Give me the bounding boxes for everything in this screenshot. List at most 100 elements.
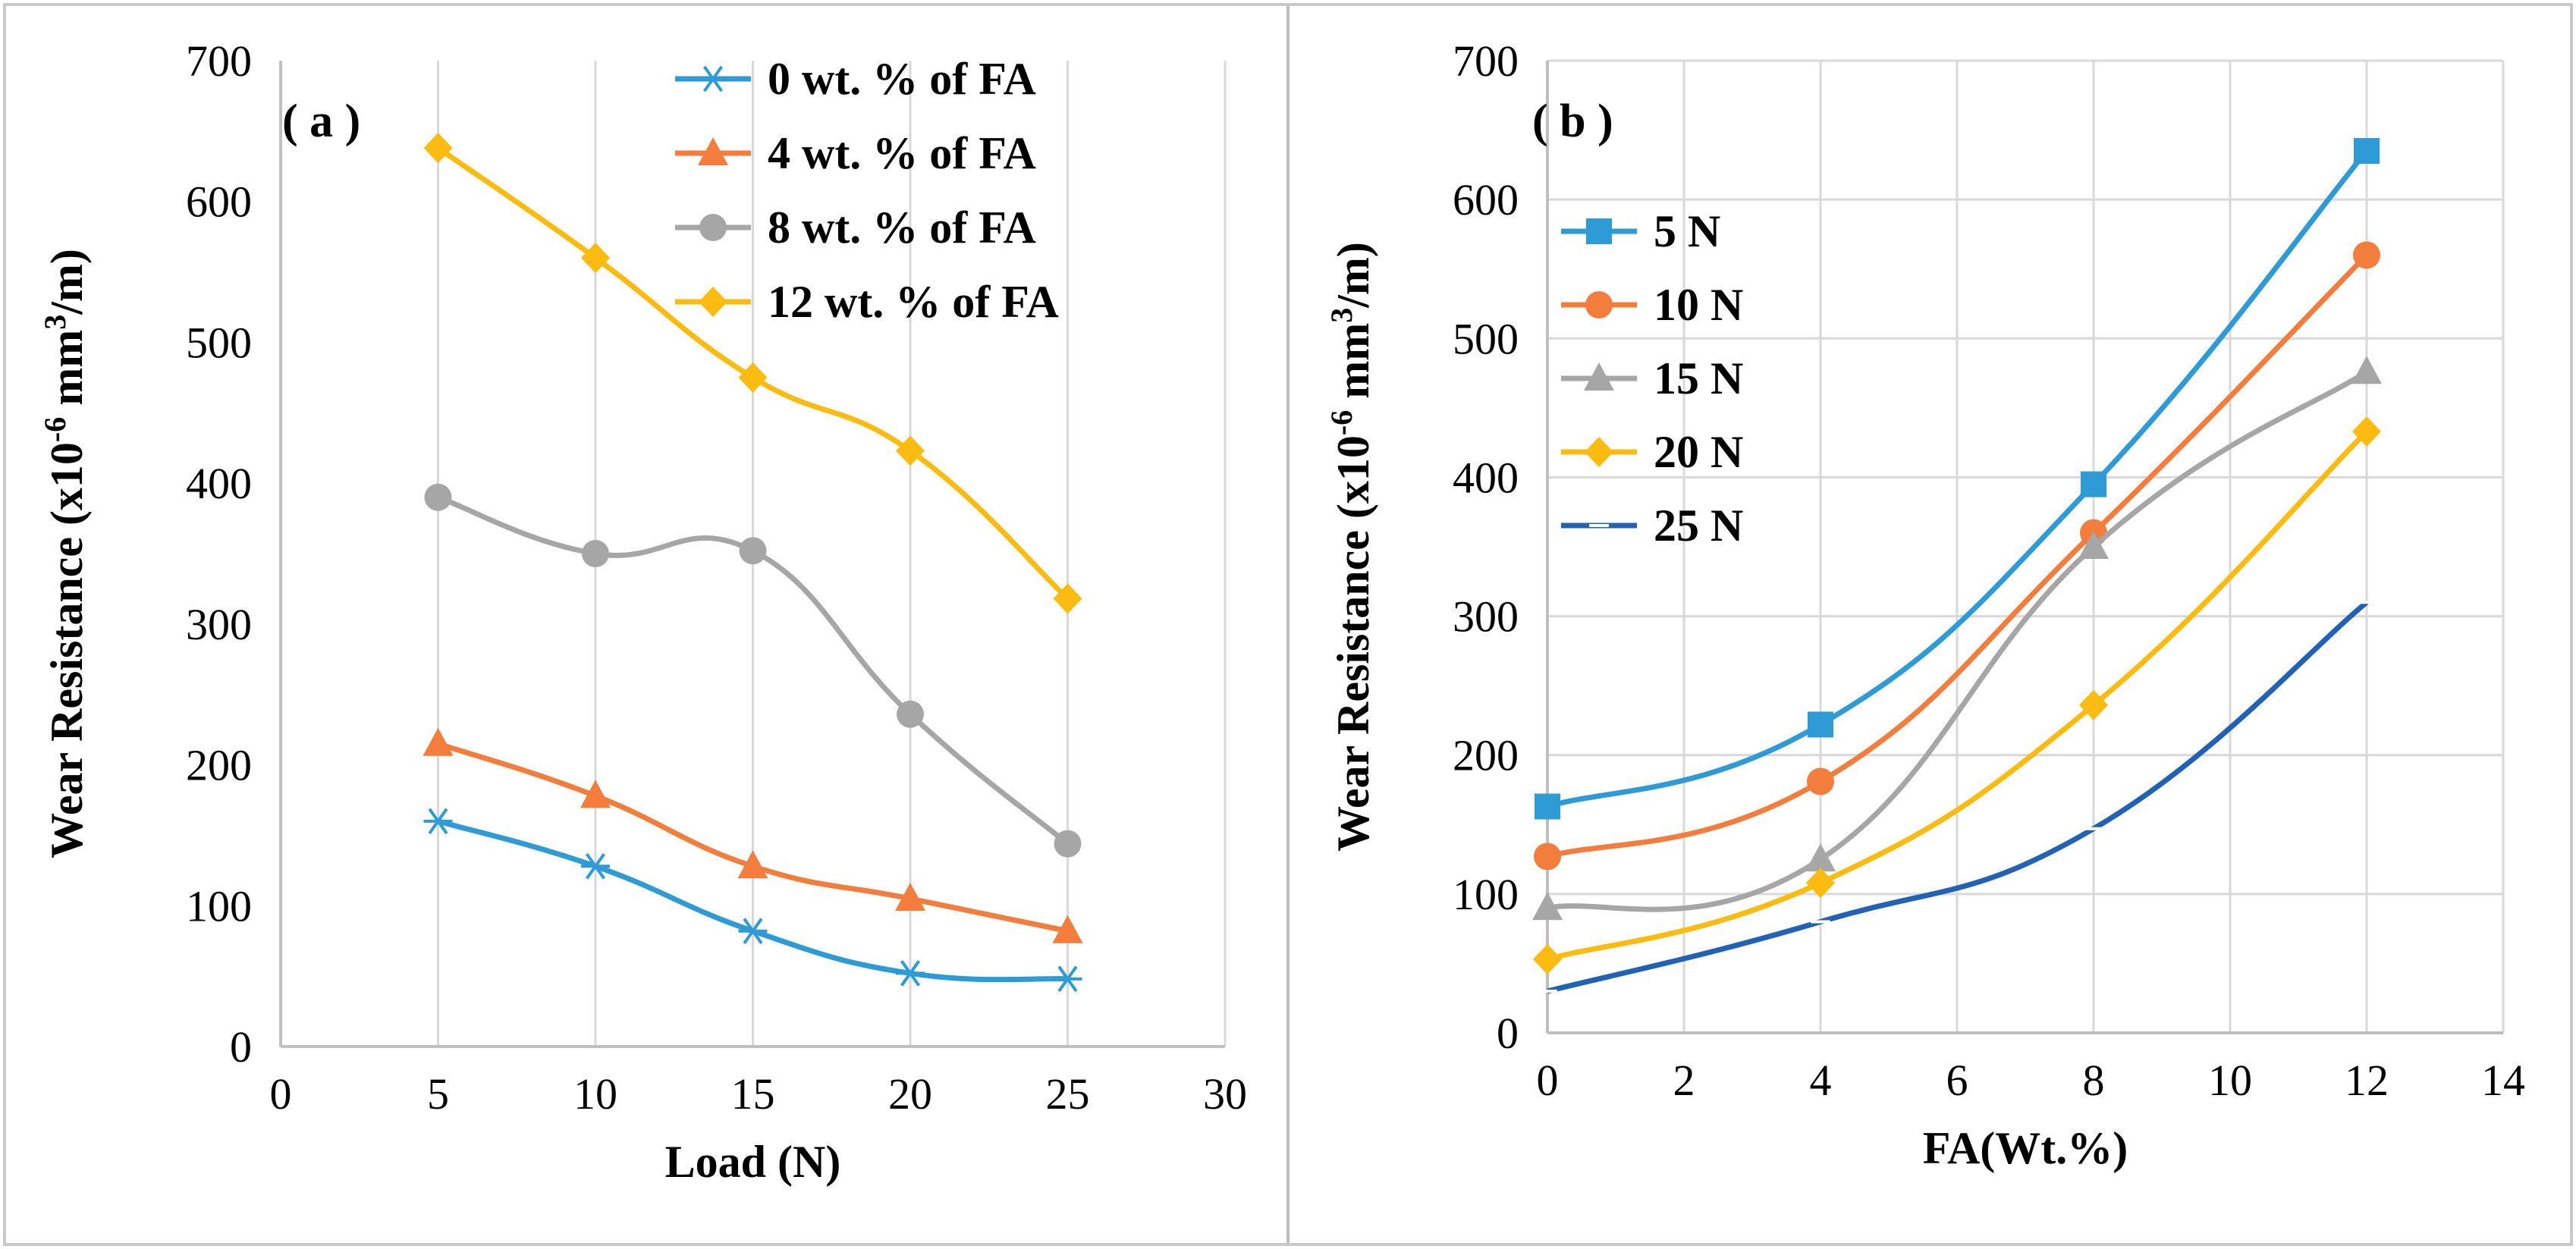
series-4 bbox=[1538, 600, 2377, 994]
x-tick-label: 15 bbox=[731, 1069, 775, 1119]
x-axis-title: FA(Wt.%) bbox=[1923, 1123, 2128, 1173]
x-axis-title: Load (N) bbox=[665, 1137, 841, 1187]
legend-label: 5 N bbox=[1654, 206, 1720, 256]
y-tick-label: 400 bbox=[186, 459, 252, 508]
data-point bbox=[423, 808, 453, 835]
series-2 bbox=[1532, 356, 2382, 921]
data-point bbox=[1532, 892, 1563, 921]
series-line bbox=[1547, 600, 2369, 994]
y-tick-label: 0 bbox=[230, 1022, 252, 1072]
data-point bbox=[738, 918, 768, 945]
data-point bbox=[581, 852, 610, 880]
data-point bbox=[2353, 241, 2380, 269]
data-point bbox=[423, 727, 454, 756]
data-point bbox=[895, 883, 925, 911]
series-1 bbox=[1534, 241, 2380, 871]
y-tick-label: 0 bbox=[1497, 1009, 1519, 1058]
data-point bbox=[424, 483, 452, 511]
data-point bbox=[581, 243, 610, 273]
ylabel-sup1: -6 bbox=[38, 417, 72, 442]
series-3 bbox=[1533, 416, 2381, 974]
y-tick-label: 600 bbox=[186, 177, 252, 227]
y-tick-label: 300 bbox=[186, 600, 252, 649]
series-line bbox=[1547, 253, 2369, 859]
legend-item: 12 wt. % of FA bbox=[675, 277, 1059, 327]
legend-marker bbox=[699, 287, 727, 317]
y-tick-label: 700 bbox=[1453, 36, 1519, 86]
data-point bbox=[1807, 767, 1834, 796]
legend-item: 8 wt. % of FA bbox=[675, 202, 1036, 253]
ylabel-sup2: 3 bbox=[1324, 308, 1359, 323]
data-point bbox=[1053, 583, 1082, 614]
chart-b: 0 2 4 6 8 10 12 14 0 100 200 300 400 500 600 700 FA(Wt.%… bbox=[1324, 36, 2525, 1173]
ylabel-end: /m) bbox=[42, 249, 92, 315]
panel-label: ( a ) bbox=[282, 96, 360, 147]
legend-item: 5 N bbox=[1561, 206, 1720, 256]
series-2 bbox=[424, 483, 1082, 858]
data-point bbox=[423, 133, 453, 164]
y-tick-label: 200 bbox=[186, 741, 252, 790]
data-point bbox=[1535, 793, 1560, 820]
data-point bbox=[737, 850, 768, 879]
x-tick-label: 2 bbox=[1673, 1056, 1695, 1105]
series-line bbox=[1547, 429, 2369, 962]
legend-label: 10 N bbox=[1654, 280, 1743, 330]
data-point bbox=[1053, 965, 1082, 993]
legend-item: 4 wt. % of FA bbox=[675, 128, 1036, 178]
y-tick-label: 700 bbox=[186, 36, 252, 86]
ylabel-sup1: -6 bbox=[1324, 410, 1359, 435]
data-point bbox=[1806, 868, 1835, 899]
y-axis-title: Wear Resistance (x10-6​ mm3​/m) bbox=[38, 249, 92, 858]
legend-marker bbox=[1585, 291, 1613, 319]
y-tick-label: 100 bbox=[1453, 870, 1519, 919]
data-point bbox=[2078, 531, 2109, 559]
x-tick-label: 4 bbox=[1810, 1056, 1832, 1105]
legend-item: 25 N bbox=[1561, 501, 1743, 551]
x-tick-label: 8 bbox=[2083, 1056, 2105, 1105]
x-tick-label: 25 bbox=[1046, 1069, 1090, 1119]
x-tick-label: 6 bbox=[1946, 1056, 1968, 1105]
data-point bbox=[896, 960, 925, 987]
y-tick-label: 600 bbox=[1453, 175, 1519, 224]
ylabel-mid: mm bbox=[42, 330, 92, 417]
y-tick-label: 500 bbox=[186, 318, 252, 367]
series-line bbox=[1547, 369, 2368, 912]
data-point bbox=[582, 540, 609, 567]
legend-marker bbox=[699, 214, 727, 241]
ylabel-end: /m) bbox=[1328, 242, 1378, 309]
legend-marker bbox=[699, 65, 727, 93]
data-point bbox=[2079, 689, 2108, 720]
data-point bbox=[1805, 843, 1836, 872]
legend-marker bbox=[1585, 437, 1613, 467]
ylabel-sup2: 3 bbox=[38, 315, 72, 330]
legend-label: 20 N bbox=[1654, 427, 1743, 477]
series-1 bbox=[423, 727, 1083, 943]
x-tick-label: 20 bbox=[888, 1069, 932, 1119]
data-point bbox=[1054, 830, 1082, 858]
legend-marker bbox=[1586, 218, 1612, 244]
series-0 bbox=[1535, 138, 2380, 820]
data-point bbox=[2354, 138, 2380, 165]
data-point bbox=[738, 362, 768, 393]
x-tick-label: 10 bbox=[2208, 1056, 2252, 1105]
ylabel-mid: mm bbox=[1328, 323, 1378, 410]
series-line bbox=[1546, 149, 2369, 809]
y-tick-label: 300 bbox=[1453, 592, 1519, 642]
legend-label: 8 wt. % of FA bbox=[768, 202, 1036, 253]
legend-label: 12 wt. % of FA bbox=[768, 277, 1059, 327]
ylabel: Wear Resistance (x10 bbox=[1328, 435, 1378, 852]
panel-label: ( b ) bbox=[1532, 96, 1613, 147]
data-point bbox=[1534, 843, 1561, 871]
legend-marker bbox=[1584, 362, 1614, 391]
x-tick-label: 0 bbox=[270, 1069, 292, 1119]
y-tick-label: 500 bbox=[1453, 314, 1519, 363]
legend-label: 25 N bbox=[1654, 501, 1743, 551]
legend-item: 15 N bbox=[1561, 353, 1743, 403]
data-point bbox=[739, 537, 767, 565]
legend-marker bbox=[698, 137, 728, 165]
ylabel: Wear Resistance (x10 bbox=[42, 442, 92, 858]
data-point bbox=[897, 700, 924, 728]
x-tick-label: 10 bbox=[573, 1069, 617, 1119]
data-point bbox=[2352, 416, 2381, 447]
